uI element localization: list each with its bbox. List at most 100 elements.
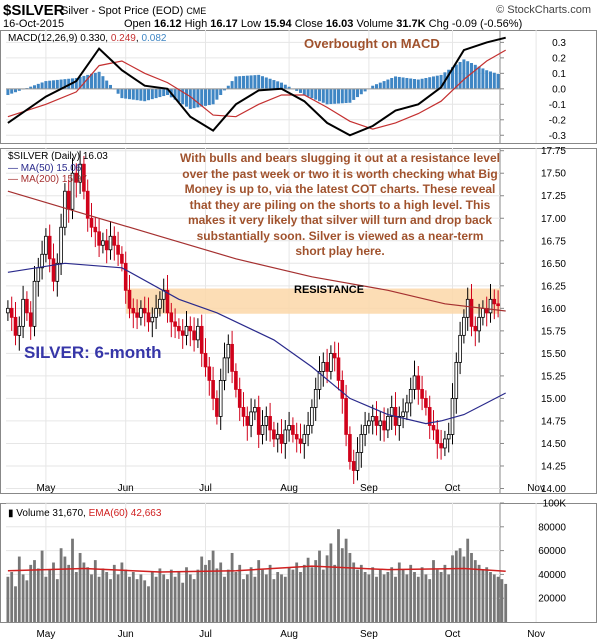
volume-bar: [481, 569, 485, 622]
macd-histogram-bar: [109, 84, 112, 89]
candle-body: [412, 375, 417, 390]
volume-bar: [97, 576, 101, 622]
macd-histogram-bar: [162, 88, 166, 97]
macd-histogram-bar: [166, 88, 169, 96]
candle-body: [279, 434, 284, 444]
volume-bar: [158, 568, 162, 622]
volume-bar: [382, 574, 386, 622]
volume-bar: [462, 556, 466, 622]
macd-histogram-bar: [340, 88, 344, 104]
silver-6-month-label: SILVER: 6-month: [24, 343, 162, 362]
candle-body: [89, 217, 94, 228]
candle-body: [465, 298, 470, 318]
candle-body: [74, 172, 79, 183]
volume-bar: [192, 579, 196, 622]
candle-body: [82, 163, 86, 192]
quote-line: Open 16.12 High 16.17 Low 15.94 Close 16…: [124, 18, 522, 30]
candle-body: [25, 298, 29, 314]
macd-histogram-bar: [283, 84, 287, 89]
volume-legend: ▮ Volume 31,670, EMA(60) 42,663: [8, 508, 162, 519]
macd-histogram-bar: [226, 85, 230, 89]
macd-annotation: Overbought on MACD: [304, 36, 440, 51]
macd-histogram-bar: [359, 88, 363, 95]
volume-bar: [17, 556, 21, 622]
candle-body: [253, 407, 257, 413]
volume-bar: [435, 569, 439, 622]
price-xtick-label: Nov: [527, 483, 545, 494]
candle-body: [367, 420, 371, 426]
candle-body: [458, 334, 462, 363]
volume-bar: [405, 574, 409, 622]
candle-body: [329, 352, 333, 372]
macd-panel-frame: [0, 30, 597, 144]
volume-bar: [112, 564, 116, 622]
candle-body: [112, 235, 117, 246]
candle-body: [481, 307, 485, 318]
candle-body: [184, 325, 189, 336]
signal-legend-value: 0.249: [110, 33, 136, 44]
candle-body: [283, 429, 288, 444]
macd-histogram-bar: [90, 73, 93, 89]
volume-xtick-label: Jul: [199, 629, 212, 640]
volume-bar: [185, 567, 188, 622]
watermark: © StockCharts.com: [496, 4, 591, 16]
price-ytick-label: 15.25: [541, 371, 566, 382]
candle-body: [249, 411, 253, 426]
volume-bar: [166, 579, 169, 622]
candle-body: [85, 190, 90, 219]
macd-histogram-bar: [458, 61, 462, 89]
candle-body: [272, 429, 276, 440]
candle-body: [397, 416, 402, 426]
volume-bar: [215, 568, 219, 622]
macd-histogram-bar: [413, 79, 416, 89]
volume-bar: [470, 552, 473, 622]
price-xtick-label: Sep: [360, 483, 378, 494]
macd-histogram-bar: [59, 79, 63, 89]
volume-bar: [36, 568, 40, 622]
candle-body: [291, 425, 295, 435]
volume-legend-text: Volume 31,670: [16, 508, 83, 519]
macd-histogram-bar: [264, 77, 268, 89]
macd-histogram-bar: [128, 88, 131, 100]
volume-bar: [86, 567, 90, 622]
candle-body: [28, 312, 33, 327]
volume-bar: [420, 567, 424, 622]
macd-histogram-bar: [321, 88, 325, 103]
macd-histogram-bar: [150, 88, 154, 100]
volume-bar: [302, 564, 306, 622]
volume-bar: [325, 555, 329, 622]
candle-body: [287, 425, 291, 431]
volume-bar: [162, 574, 166, 622]
macd-histogram-bar: [378, 82, 382, 89]
candle-body: [135, 312, 139, 318]
candle-body: [55, 262, 60, 282]
volume-bar: [71, 538, 74, 622]
volume-bar: [52, 562, 55, 622]
macd-histogram-bar: [337, 88, 340, 104]
macd-histogram-bar: [14, 88, 17, 93]
candle-body: [127, 289, 132, 309]
candle-body: [6, 307, 10, 314]
volume-bar: [131, 572, 135, 622]
macd-ytick-label: -0.1: [549, 100, 567, 111]
macd-histogram-bar: [36, 83, 40, 89]
macd-histogram-bar: [238, 76, 242, 89]
volume-bar: [101, 568, 105, 622]
candle-body: [211, 380, 215, 399]
volume-bar: [413, 572, 416, 622]
candle-body: [363, 425, 367, 435]
macd-histogram-bar: [394, 76, 397, 89]
macd-histogram-bar: [481, 68, 485, 89]
volume-bar: [489, 572, 492, 622]
candle-body: [332, 352, 337, 359]
candle-body: [40, 253, 44, 269]
volume-bar: [394, 576, 397, 622]
candle-body: [116, 244, 120, 255]
macd-histogram-bar: [55, 79, 59, 89]
macd-histogram-bar: [207, 88, 211, 106]
candle-body: [215, 398, 219, 417]
candle-body: [344, 398, 348, 435]
volume-bar: [500, 579, 504, 622]
macd-histogram-bar: [17, 88, 21, 91]
macd-histogram-bar: [234, 76, 238, 89]
